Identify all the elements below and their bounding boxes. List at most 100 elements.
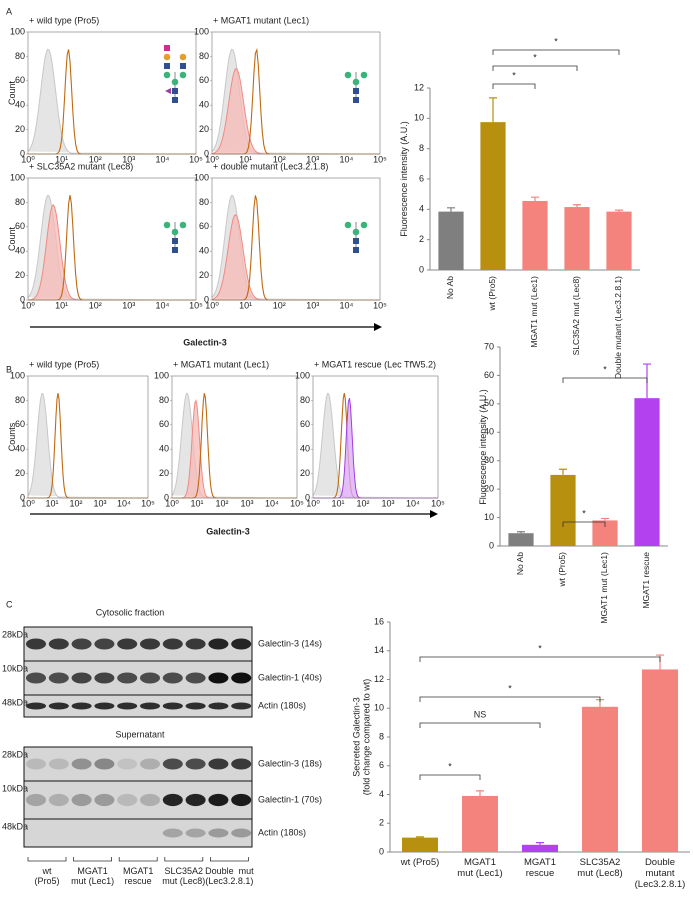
panel-letter: B — [6, 364, 12, 374]
y-tick-label: 0 — [164, 492, 169, 502]
y-tick-label: 80 — [199, 51, 209, 61]
x-tick-label: 10³ — [381, 498, 394, 508]
significance-label: * — [533, 52, 537, 62]
blot-band — [94, 638, 115, 650]
significance-bracket — [419, 722, 541, 728]
y-tick-label: 100 — [194, 172, 209, 182]
blot-band — [94, 793, 115, 807]
y-tick-label: 2 — [379, 818, 384, 828]
histogram-curve — [211, 214, 380, 301]
marker-label: 28kDa — [2, 629, 28, 639]
glycan-circle — [179, 221, 187, 229]
blot-band — [208, 828, 229, 838]
bar — [606, 211, 632, 270]
blot-band — [231, 638, 252, 650]
error-bar — [416, 836, 424, 838]
glycan-square — [353, 88, 359, 94]
y-tick-label: 70 — [484, 341, 494, 351]
blot-band — [117, 793, 138, 807]
histogram-curve — [27, 203, 196, 301]
y-tick-label: 80 — [300, 395, 310, 405]
x-tick-label: 10³ — [306, 300, 319, 310]
y-tick-label: 100 — [10, 26, 25, 36]
significance-label: * — [508, 683, 512, 693]
blot-band — [185, 828, 206, 838]
bar — [462, 795, 498, 852]
x-tick-label: 10² — [89, 154, 102, 164]
flow-title: + MGAT1 mutant (Lec1) — [173, 359, 269, 369]
x-tick-label: 10¹ — [55, 154, 68, 164]
y-tick-label: 0 — [20, 148, 25, 158]
marker-label: 48kDa — [2, 821, 28, 831]
x-tick-label: 10⁴ — [155, 154, 169, 164]
y-tick-label: 40 — [300, 444, 310, 454]
histogram-curve — [27, 48, 196, 155]
blot-band — [71, 793, 92, 807]
blot-band — [162, 758, 183, 770]
y-tick-label: 20 — [199, 270, 209, 280]
significance-label: * — [512, 70, 516, 80]
significance-bracket — [562, 377, 648, 383]
y-tick-label: 0 — [20, 492, 25, 502]
x-tick-label: 10⁰ — [165, 498, 179, 508]
glycan-circle — [344, 71, 352, 79]
error-bar — [601, 517, 609, 521]
blot-band — [208, 638, 229, 650]
bar — [480, 122, 506, 270]
blot-strip — [23, 818, 253, 848]
flow-title: + SLC35A2 mutant (Lec8) — [29, 161, 133, 171]
y-axis-label: Count — [6, 226, 17, 252]
x-tick-label: MGAT1 rescue — [641, 552, 652, 609]
lane-bracket — [164, 857, 204, 862]
panel-letter: A — [6, 6, 12, 16]
glycan-circle — [163, 71, 171, 79]
blot-band — [71, 672, 92, 684]
marker-label: 10kDa — [2, 783, 28, 793]
significance-bracket — [492, 49, 620, 55]
y-tick-label: 50 — [484, 398, 494, 408]
blot-band — [162, 672, 183, 684]
blot-band — [94, 758, 115, 770]
blot-band — [71, 702, 92, 710]
blot-band — [117, 672, 138, 684]
blot-band — [26, 702, 46, 710]
y-tick-label: 14 — [374, 645, 384, 655]
marker-label: 48kDa — [2, 697, 28, 707]
y-axis-label: Count — [6, 80, 17, 106]
y-tick-label: 60 — [300, 419, 310, 429]
plot-frame — [312, 375, 439, 499]
band-label: Galectin-1 (70s) — [258, 794, 322, 804]
x-tick-label: Double mutant (Lec3.2.8.1) — [634, 857, 686, 890]
blot-band — [185, 672, 206, 684]
arrow-head — [374, 323, 382, 331]
x-tick-label: 10¹ — [331, 498, 344, 508]
blot-band — [94, 672, 115, 684]
y-tick-label: 60 — [199, 221, 209, 231]
blot-band — [117, 702, 138, 710]
x-tick-label: 10⁰ — [21, 498, 35, 508]
blot-band — [48, 793, 69, 807]
y-tick-label: 8 — [419, 143, 424, 153]
blot-band — [48, 758, 69, 770]
x-tick-label: No Ab — [515, 552, 526, 576]
y-tick-label: 20 — [300, 468, 310, 478]
x-tick-label: SLC35A2 mut (Lec8) — [571, 276, 582, 356]
blot-band — [231, 702, 252, 710]
blot-band — [117, 638, 138, 650]
plot-frame — [211, 31, 381, 155]
y-tick-label: 0 — [379, 846, 384, 856]
flow-title: + MGAT1 mutant (Lec1) — [213, 15, 309, 25]
glycan-circle — [344, 221, 352, 229]
y-tick-label: 2 — [419, 234, 424, 244]
marker-label: 10kDa — [2, 663, 28, 673]
x-tick-label: 10⁴ — [117, 498, 131, 508]
blot-band — [185, 702, 206, 710]
blot-band — [231, 672, 252, 684]
x-tick-label: 10⁴ — [406, 498, 420, 508]
x-tick-label: 10³ — [306, 154, 319, 164]
y-tick-label: 40 — [199, 100, 209, 110]
x-tick-label: 10⁵ — [373, 300, 387, 310]
significance-label: NS — [474, 709, 487, 719]
y-axis-label: Fluorescence intensity (A.U.) — [477, 388, 488, 505]
x-tick-label: 10³ — [122, 154, 135, 164]
